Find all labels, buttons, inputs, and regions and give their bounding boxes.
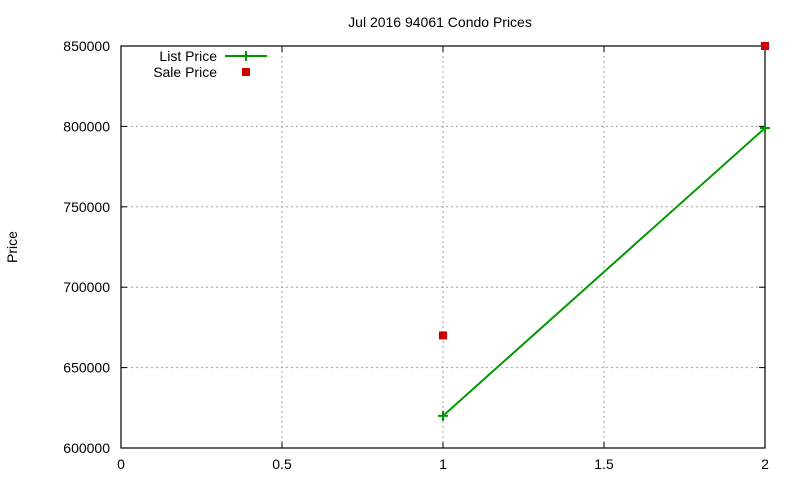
y-tick-label: 650000: [63, 360, 110, 376]
grid-lines: [121, 46, 765, 448]
chart-title: Jul 2016 94061 Condo Prices: [348, 14, 532, 30]
y-axis-ticks: 600000 650000 700000 750000 800000 850000: [63, 38, 765, 456]
x-tick-label: 2: [761, 456, 769, 472]
series-layer: [438, 42, 770, 421]
y-tick-label: 750000: [63, 199, 110, 215]
y-tick-label: 800000: [63, 118, 110, 134]
y-tick-label: 700000: [63, 279, 110, 295]
x-tick-label: 0.5: [272, 456, 292, 472]
legend-label: Sale Price: [153, 64, 217, 80]
y-axis-label: Price: [4, 231, 20, 263]
x-tick-label: 1: [439, 456, 447, 472]
x-axis-ticks: 0 0.5 1 1.5 2: [117, 46, 769, 472]
y-tick-label: 850000: [63, 38, 110, 54]
x-tick-label: 1.5: [594, 456, 614, 472]
series-sale-price: [439, 42, 769, 340]
x-tick-label: 0: [117, 456, 125, 472]
y-tick-label: 600000: [63, 440, 110, 456]
legend-label: List Price: [159, 48, 217, 64]
series-list-price: [438, 123, 770, 421]
